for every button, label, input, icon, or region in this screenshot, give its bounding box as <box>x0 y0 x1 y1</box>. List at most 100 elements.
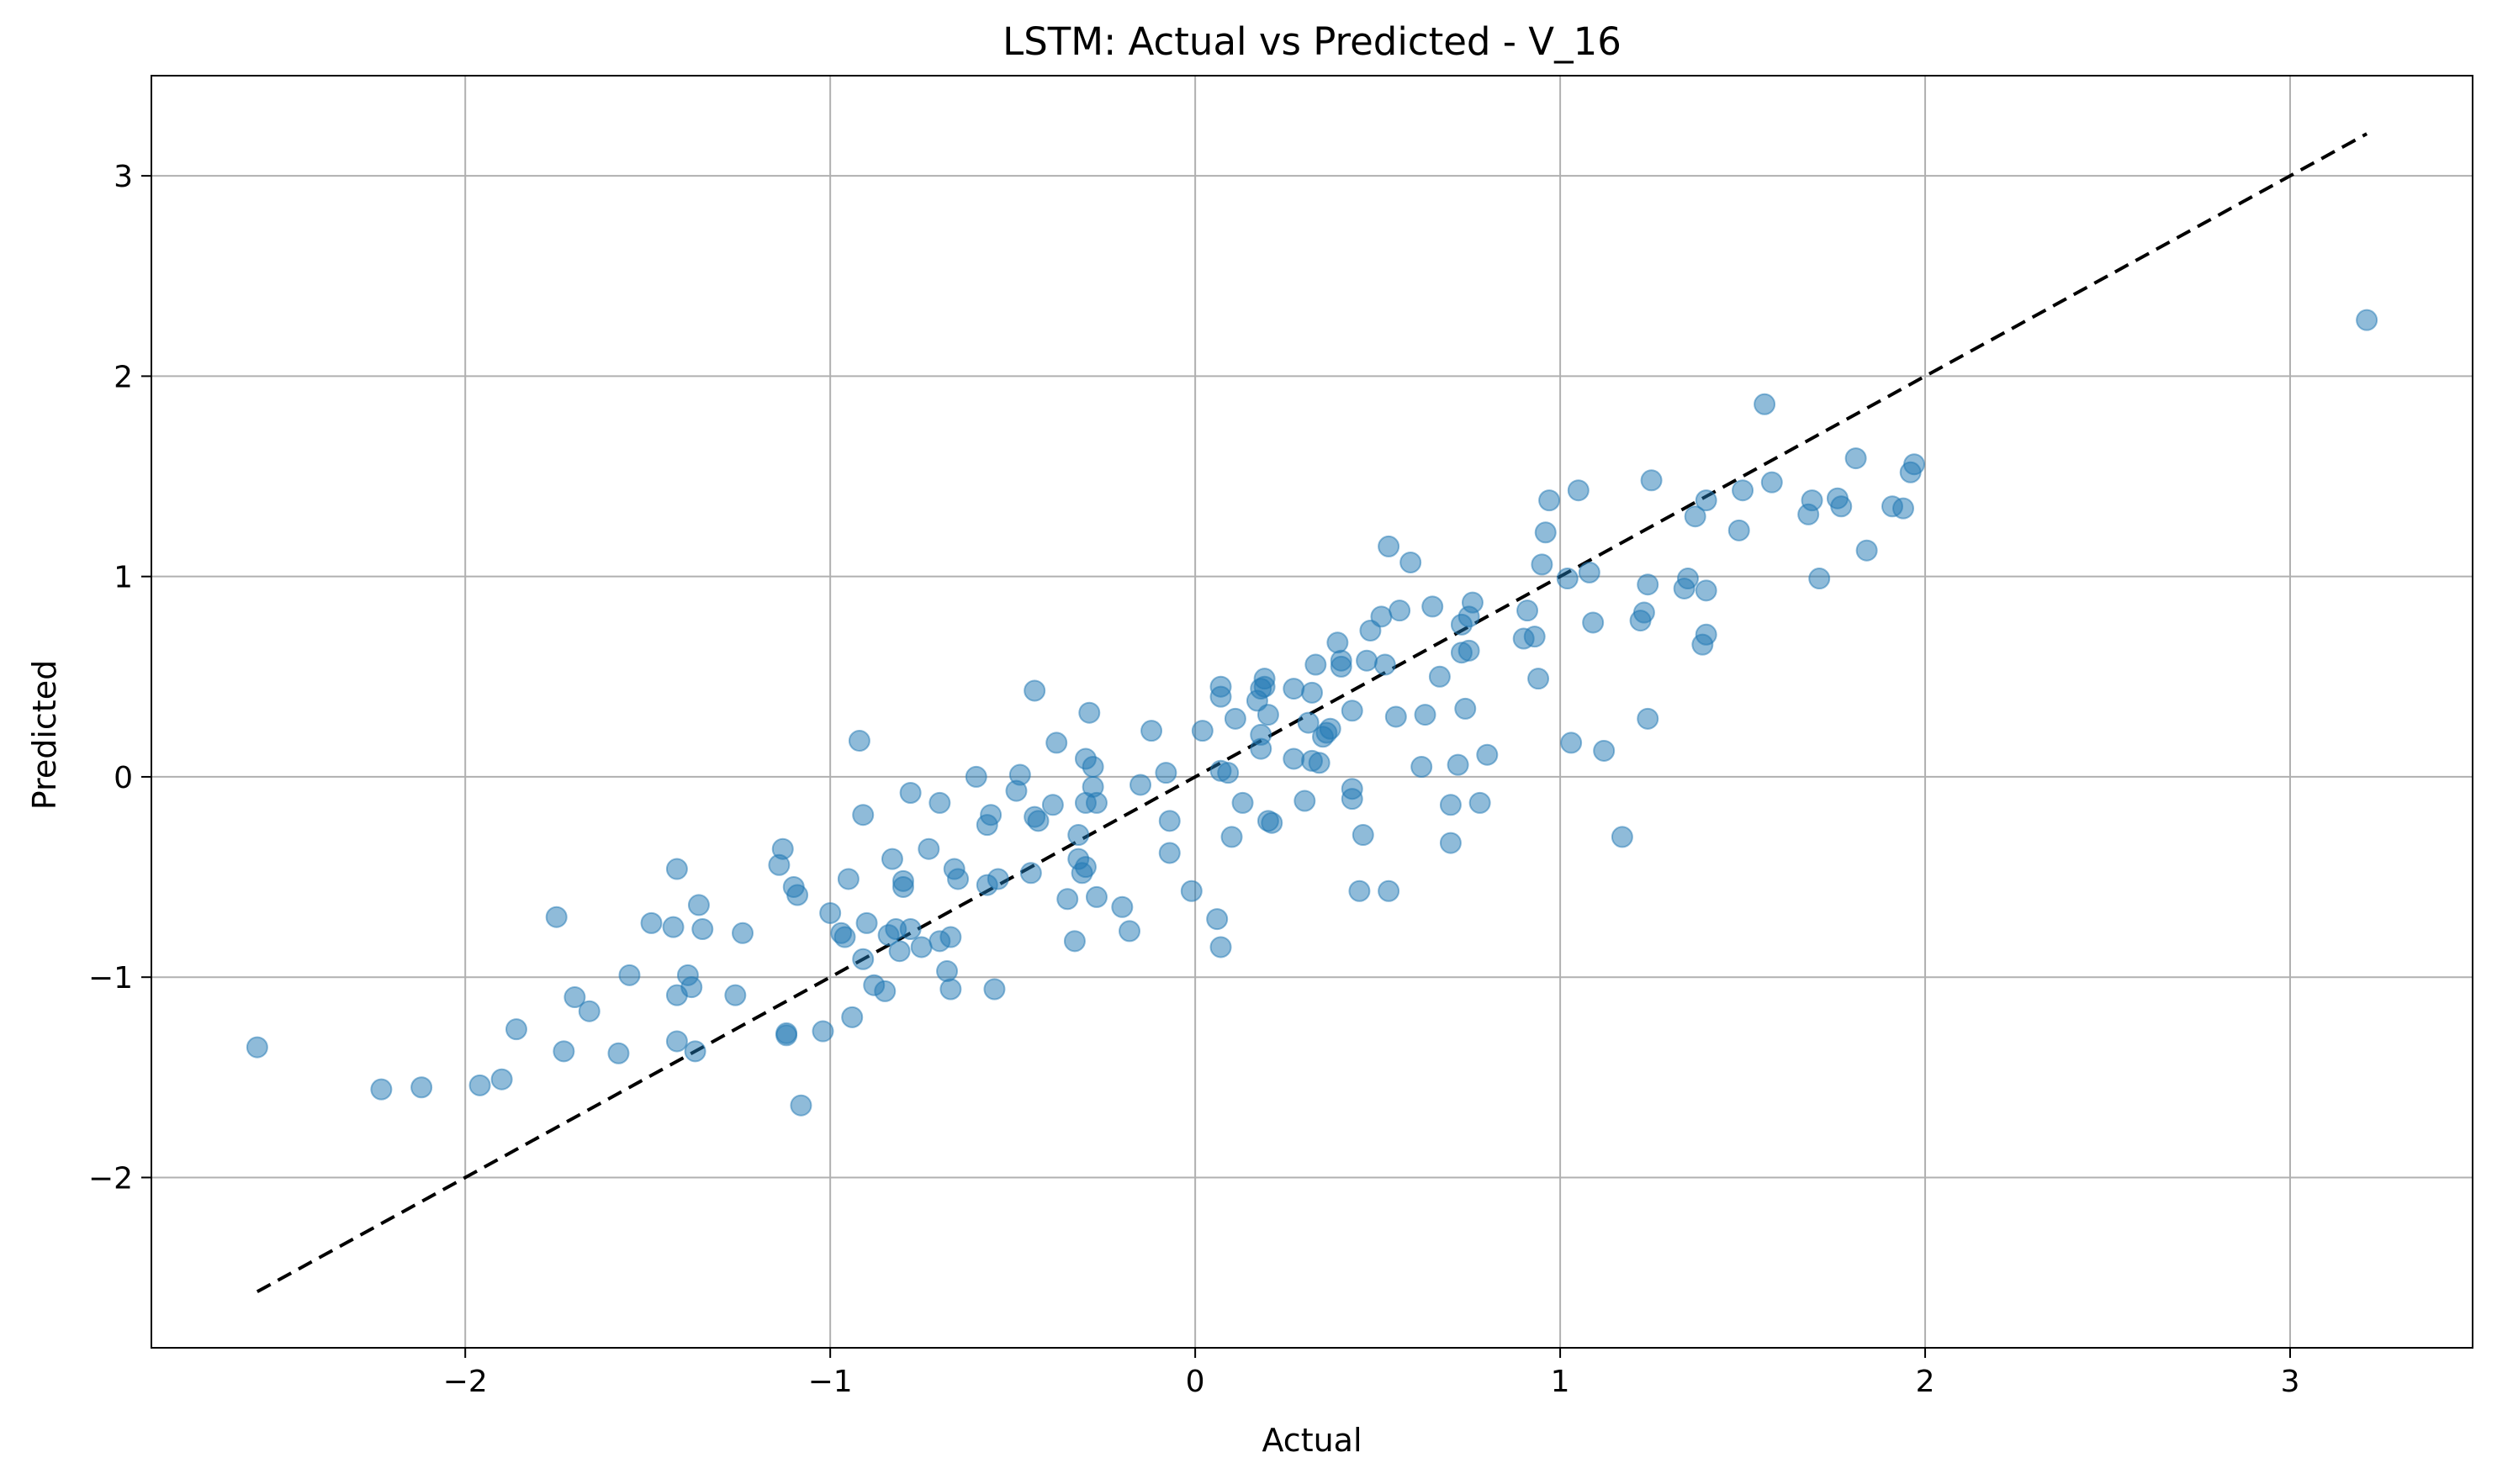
scatter-point <box>1231 791 1254 814</box>
scatter-point <box>2356 309 2378 331</box>
scatter-point <box>1256 704 1279 726</box>
scatter-point <box>1684 505 1706 528</box>
scatter-point <box>1158 810 1181 832</box>
scatter-point <box>1531 553 1553 576</box>
scatter-point <box>665 858 688 880</box>
scatter-point <box>1370 605 1393 628</box>
scatter-point <box>246 1036 268 1059</box>
scatter-point <box>1593 739 1616 762</box>
scatter-point <box>1695 579 1717 602</box>
scatter-point <box>1414 704 1436 726</box>
scatter-point <box>1468 791 1491 814</box>
scatter-point <box>891 875 914 898</box>
scatter-point <box>1534 521 1557 544</box>
scatter-point <box>848 730 870 753</box>
scatter-point <box>1695 623 1717 646</box>
scatter-point <box>1637 573 1659 596</box>
scatter-point <box>1140 720 1163 742</box>
x-tick-label: −2 <box>443 1365 488 1399</box>
scatter-point <box>1640 469 1663 492</box>
scatter-point <box>852 804 875 826</box>
scatter-point <box>1085 885 1108 908</box>
scatter-point <box>1352 824 1374 847</box>
scatter-point <box>1903 453 1926 476</box>
scatter-point <box>724 984 747 1006</box>
scatter-point <box>947 868 970 890</box>
scatter-point <box>1008 763 1031 786</box>
scatter-point <box>1326 631 1349 654</box>
scatter-point <box>775 1024 798 1047</box>
scatter-point <box>1389 599 1411 622</box>
scatter-point <box>1301 681 1323 704</box>
scatter-point <box>928 791 951 814</box>
scatter-point <box>881 848 903 870</box>
scatter-point <box>1892 497 1915 520</box>
y-tick-label: 2 <box>114 360 133 394</box>
x-tick-label: 2 <box>1916 1365 1935 1399</box>
scatter-point <box>1045 731 1068 754</box>
x-tick-label: 3 <box>2281 1365 2300 1399</box>
scatter-point <box>1476 743 1499 766</box>
scatter-point <box>1439 832 1462 854</box>
scatter-point <box>1457 639 1480 662</box>
scatter-point <box>1283 747 1305 770</box>
scatter-point <box>490 1068 513 1091</box>
scatter-point <box>1760 471 1783 494</box>
scatter-point <box>1399 551 1422 573</box>
scatter-point <box>691 918 714 941</box>
scatter-point <box>1378 879 1400 902</box>
scatter-point <box>1261 811 1283 834</box>
scatter-point <box>874 980 897 1002</box>
scatter-point <box>1373 653 1396 676</box>
scatter-point <box>545 906 568 928</box>
points-layer <box>246 309 2378 1117</box>
scatter-point <box>1732 479 1754 502</box>
x-axis-label: Actual <box>1262 1422 1362 1459</box>
scatter-point <box>680 976 703 999</box>
scatter-point <box>1527 668 1550 690</box>
y-tick-label: 0 <box>114 761 133 795</box>
scatter-point <box>732 922 754 944</box>
scatter-point <box>1341 700 1363 722</box>
scatter-point <box>1209 675 1232 698</box>
scatter-point <box>899 918 922 941</box>
scatter-point <box>687 894 710 916</box>
scatter-point <box>1676 568 1699 590</box>
scatter-point <box>1253 668 1276 690</box>
x-tick-label: 0 <box>1186 1365 1205 1399</box>
scatter-point <box>1454 697 1477 720</box>
scatter-point <box>1067 824 1090 847</box>
scatter-point <box>1082 756 1104 779</box>
scatter-point <box>1078 701 1101 724</box>
scatter-point <box>1041 794 1064 816</box>
y-tick-label: −1 <box>88 961 133 995</box>
scatter-point <box>640 911 663 934</box>
scatter-point <box>812 1020 834 1043</box>
y-axis-label: Predicted <box>26 660 63 810</box>
scatter-point <box>662 916 685 938</box>
scatter-point <box>1830 495 1853 518</box>
scatter-point <box>1428 665 1451 688</box>
scatter-point <box>1304 653 1327 676</box>
scatter-point <box>1056 888 1079 911</box>
scatter-point <box>1556 568 1579 590</box>
scatter-point <box>1378 535 1400 557</box>
scatter-point <box>1695 489 1717 512</box>
scatter-point <box>1180 879 1203 902</box>
scatter-point <box>771 837 794 860</box>
scatter-point <box>1027 810 1050 832</box>
scatter-point <box>468 1074 491 1096</box>
scatter-point <box>1578 561 1600 584</box>
scatter-point <box>939 926 962 948</box>
scatter-point <box>607 1042 630 1064</box>
scatter-point <box>1330 649 1352 672</box>
scatter-point <box>684 1040 706 1063</box>
scatter-point <box>665 1030 688 1053</box>
y-tick-label: 1 <box>114 561 133 595</box>
scatter-point <box>910 936 933 959</box>
scatter-point <box>1158 842 1181 864</box>
scatter-point <box>852 948 875 970</box>
